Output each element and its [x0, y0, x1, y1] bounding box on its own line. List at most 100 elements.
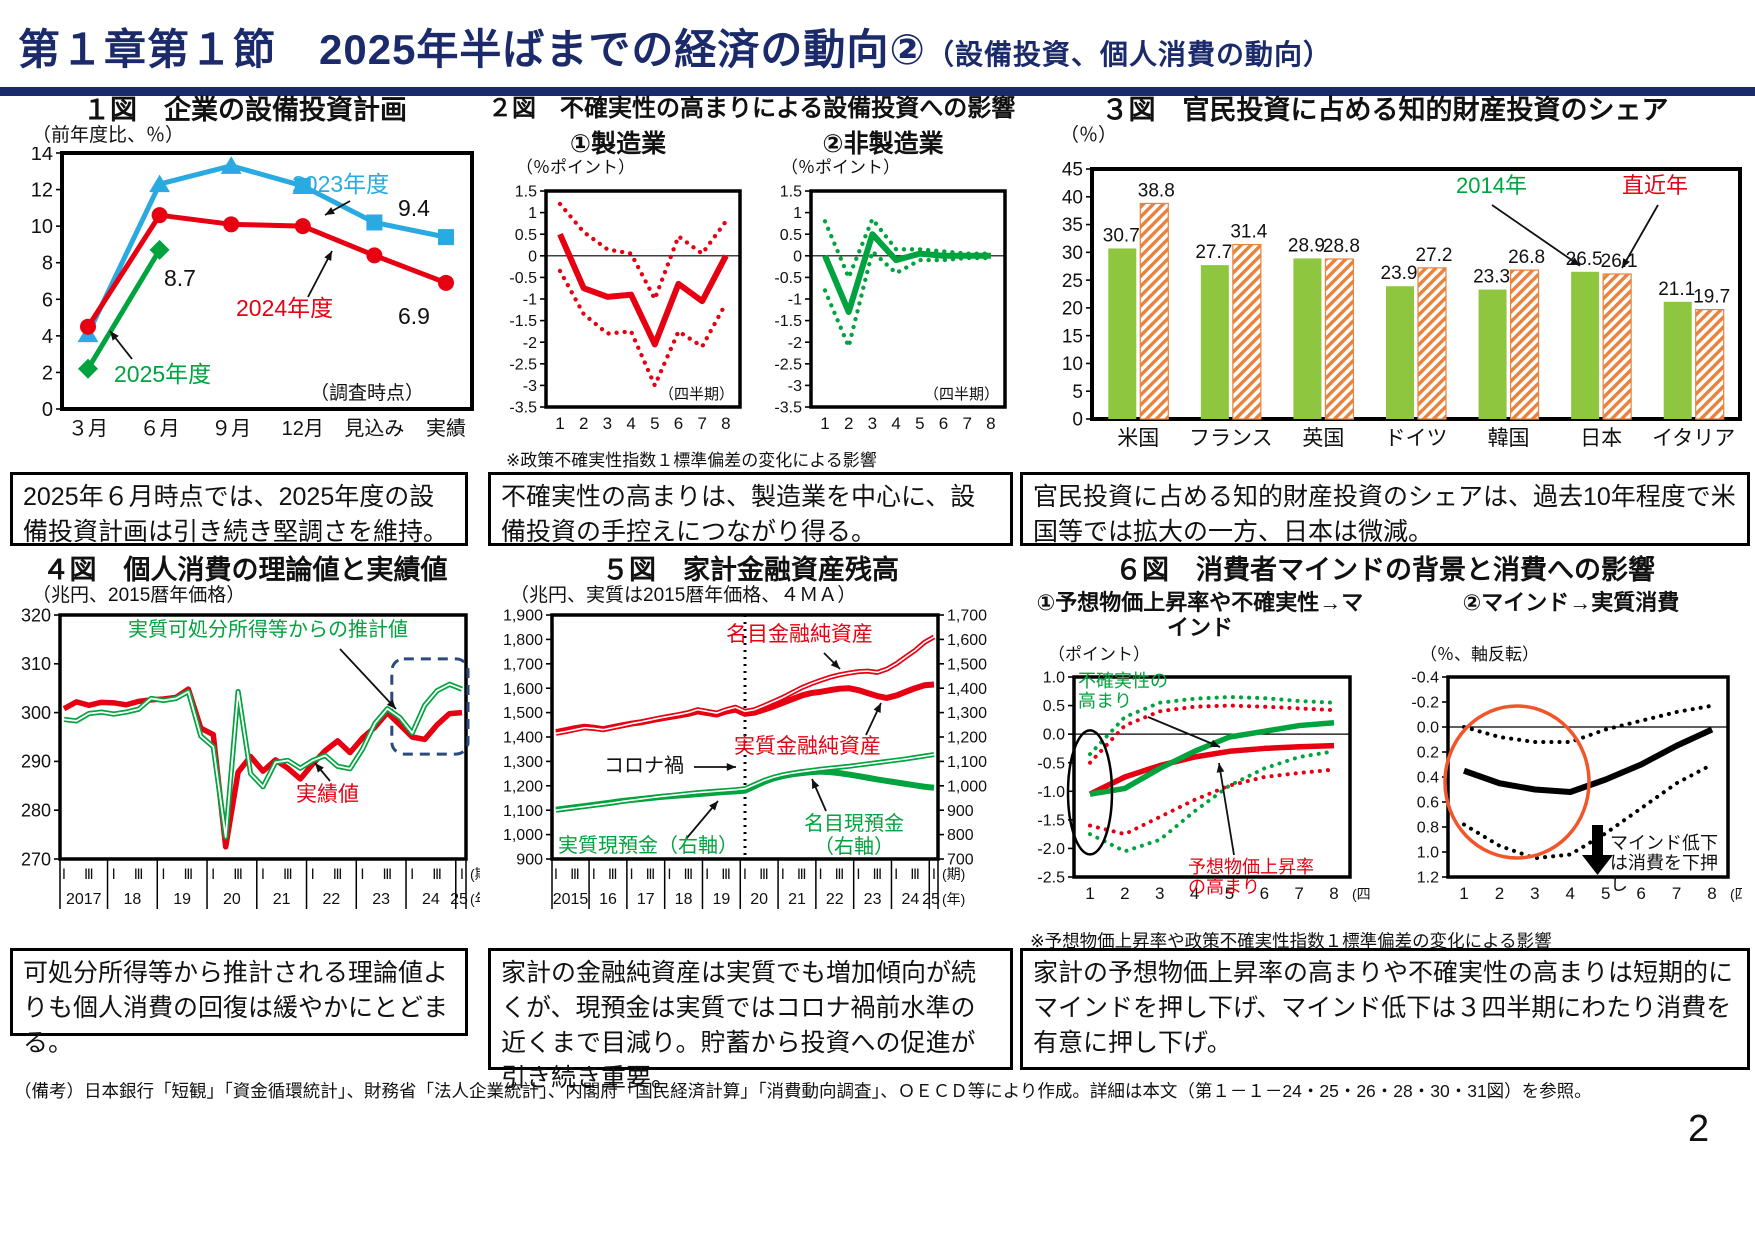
- fig1-block: １図 企業の設備投資計画 （前年度比、％） 0 2 4 6 8 10 12 14 ３月 ６月 ９月 1…: [10, 95, 480, 463]
- svg-text:Ⅰ: Ⅰ: [705, 866, 709, 882]
- fig5-block: ５図 家計金融資産残高 （兆円、実質は2015暦年価格、４ＭＡ） 1,900 1,…: [488, 555, 1013, 919]
- svg-text:-2.0: -2.0: [1037, 841, 1065, 858]
- fig6-chart-wrap-2: -0.4 -0.2 0.0 0.2 0.4 0.6 0.8 1.0 1.2 1 2 3 4 5 6 7 8 (四半…: [1392, 665, 1750, 925]
- fig5-label-nominal-deposit: 名目現預金（右軸）: [804, 812, 904, 858]
- svg-text:4: 4: [1566, 884, 1575, 903]
- svg-text:Ⅲ: Ⅲ: [608, 866, 618, 882]
- svg-text:5: 5: [915, 414, 924, 433]
- svg-text:10: 10: [31, 216, 53, 238]
- svg-text:38.8: 38.8: [1138, 180, 1175, 201]
- svg-text:4: 4: [891, 414, 900, 433]
- svg-text:20: 20: [750, 891, 768, 908]
- svg-text:0.8: 0.8: [1417, 819, 1439, 836]
- fig5-unit: （兆円、実質は2015暦年価格、４ＭＡ）: [510, 584, 857, 606]
- svg-text:25: 25: [1062, 270, 1083, 291]
- svg-text:30.7: 30.7: [1103, 225, 1140, 246]
- svg-text:0: 0: [528, 249, 537, 266]
- svg-text:1,300: 1,300: [947, 705, 987, 722]
- svg-text:28.8: 28.8: [1323, 236, 1360, 257]
- svg-text:Ⅰ: Ⅰ: [819, 866, 823, 882]
- fig5-label-real-net: 実質金融純資産: [734, 734, 881, 758]
- svg-text:Ⅰ: Ⅰ: [894, 866, 898, 882]
- svg-text:日本: 日本: [1580, 427, 1622, 450]
- svg-text:1: 1: [820, 414, 829, 433]
- svg-text:310: 310: [21, 654, 51, 674]
- svg-text:28.9: 28.9: [1288, 235, 1325, 256]
- svg-text:5: 5: [650, 414, 659, 433]
- svg-text:(期): (期): [942, 866, 965, 882]
- svg-text:1,400: 1,400: [503, 729, 543, 746]
- svg-text:5: 5: [1072, 381, 1083, 402]
- svg-text:米国: 米国: [1117, 427, 1159, 450]
- svg-text:1.2: 1.2: [1417, 869, 1439, 886]
- fig5-label-covid: コロナ禍: [604, 754, 684, 777]
- svg-text:31.4: 31.4: [1230, 221, 1267, 242]
- fig6-unit-1: （ポイント）: [1048, 645, 1150, 664]
- fig6-block: ６図 消費者マインドの背景と消費への影響 ①予想物価上昇率や不確実性→マインド …: [1020, 555, 1750, 951]
- fig2-footnote: ※政策不確実性指数１標準偏差の変化による影響: [506, 451, 877, 470]
- svg-text:21.1: 21.1: [1658, 278, 1695, 299]
- fig6-footnote: ※予想物価上昇率や政策不確実性指数１標準偏差の変化による影響: [1030, 931, 1552, 951]
- svg-text:15: 15: [1062, 326, 1083, 347]
- svg-text:-2.5: -2.5: [774, 357, 802, 374]
- fig1-survey-note: （調査時点）: [310, 382, 425, 404]
- svg-text:4: 4: [42, 325, 53, 347]
- svg-text:7: 7: [697, 414, 706, 433]
- svg-text:Ⅲ: Ⅲ: [797, 866, 807, 882]
- fig3-chart: 0 5 10 15 20 25 30 35 40 45 30.7 38.8 米国 27.731.4 フランス…: [1062, 159, 1742, 450]
- fig3-block: ３図 官民投資に占める知的財産投資のシェア （％） 0 5 10 15 20 25 30 35…: [1020, 95, 1750, 469]
- svg-text:Ⅰ: Ⅰ: [112, 866, 116, 882]
- fig1-value-8-7: 8.7: [164, 264, 196, 291]
- svg-text:6: 6: [1260, 884, 1269, 903]
- svg-text:27.2: 27.2: [1416, 244, 1453, 265]
- svg-text:19.7: 19.7: [1693, 286, 1730, 307]
- svg-text:18: 18: [675, 891, 693, 908]
- svg-text:-1.5: -1.5: [1037, 812, 1065, 829]
- svg-text:Ⅰ: Ⅰ: [743, 866, 747, 882]
- fig3-legend-2014: 2014年: [1456, 172, 1527, 198]
- svg-text:26.1: 26.1: [1601, 251, 1638, 272]
- svg-text:-0.5: -0.5: [509, 270, 537, 287]
- svg-text:Ⅰ: Ⅰ: [360, 866, 364, 882]
- svg-text:フランス: フランス: [1189, 427, 1273, 450]
- svg-text:Ⅰ: Ⅰ: [311, 866, 315, 882]
- fig6-subtitle-1: ①予想物価上昇率や不確実性→マインド: [1036, 590, 1364, 641]
- svg-text:35: 35: [1062, 215, 1083, 236]
- fig1-label-2024: 2024年度: [236, 294, 334, 321]
- svg-text:-1.5: -1.5: [509, 314, 537, 331]
- svg-text:-1: -1: [523, 292, 537, 309]
- svg-text:2015: 2015: [553, 891, 589, 908]
- fig4-label-estimate: 実質可処分所得等からの推計値: [128, 618, 408, 641]
- svg-text:0.6: 0.6: [1417, 794, 1439, 811]
- svg-text:21: 21: [273, 891, 291, 908]
- fig6-caption: 家計の予想物価上昇率の高まりや不確実性の高まりは短期的にマインドを押し下げ、マイ…: [1020, 948, 1750, 1070]
- svg-text:4: 4: [1190, 884, 1199, 903]
- svg-text:23: 23: [372, 891, 390, 908]
- svg-text:14: 14: [31, 147, 53, 165]
- fig4-chart-wrap: 320 310 300 290 280 270 Ⅰ Ⅲ 2017 Ⅰ Ⅲ 18 Ⅰ Ⅲ 19 Ⅰ Ⅲ 20 Ⅰ Ⅲ 21…: [10, 607, 480, 919]
- svg-text:1,300: 1,300: [503, 754, 543, 771]
- fig1-label-2025: 2025年度: [114, 360, 212, 387]
- svg-text:1.0: 1.0: [1417, 844, 1439, 861]
- svg-text:(四半期): (四半期): [1730, 886, 1742, 902]
- fig1-unit: （前年度比、％）: [32, 124, 185, 146]
- svg-text:30: 30: [1062, 243, 1083, 264]
- svg-text:-0.5: -0.5: [774, 270, 802, 287]
- svg-text:2017: 2017: [66, 891, 102, 908]
- header-subtitle: （設備投資、個人消費の動向）: [926, 39, 1333, 70]
- svg-text:5: 5: [1225, 884, 1234, 903]
- svg-text:0.5: 0.5: [515, 227, 537, 244]
- svg-text:7: 7: [962, 414, 971, 433]
- svg-text:23.3: 23.3: [1473, 266, 1510, 287]
- svg-text:8: 8: [42, 252, 53, 274]
- fig5-label-real-deposit: 実質現預金（右軸）: [558, 834, 738, 857]
- svg-text:6: 6: [674, 414, 683, 433]
- svg-text:320: 320: [21, 607, 51, 625]
- fig6-label-uncertainty: 不確実性の高まり: [1078, 670, 1168, 712]
- svg-text:(年): (年): [942, 891, 965, 907]
- svg-text:Ⅲ: Ⅲ: [333, 866, 343, 882]
- fig2-chart-nonmanufacturing: 1.510.50-0.5-1-1.5-2-2.5-3-3.51 2 3 4 5 6 7 8（四…: [774, 184, 1007, 433]
- svg-text:1,200: 1,200: [947, 729, 987, 746]
- svg-text:0: 0: [1072, 409, 1083, 430]
- svg-text:25: 25: [450, 891, 468, 908]
